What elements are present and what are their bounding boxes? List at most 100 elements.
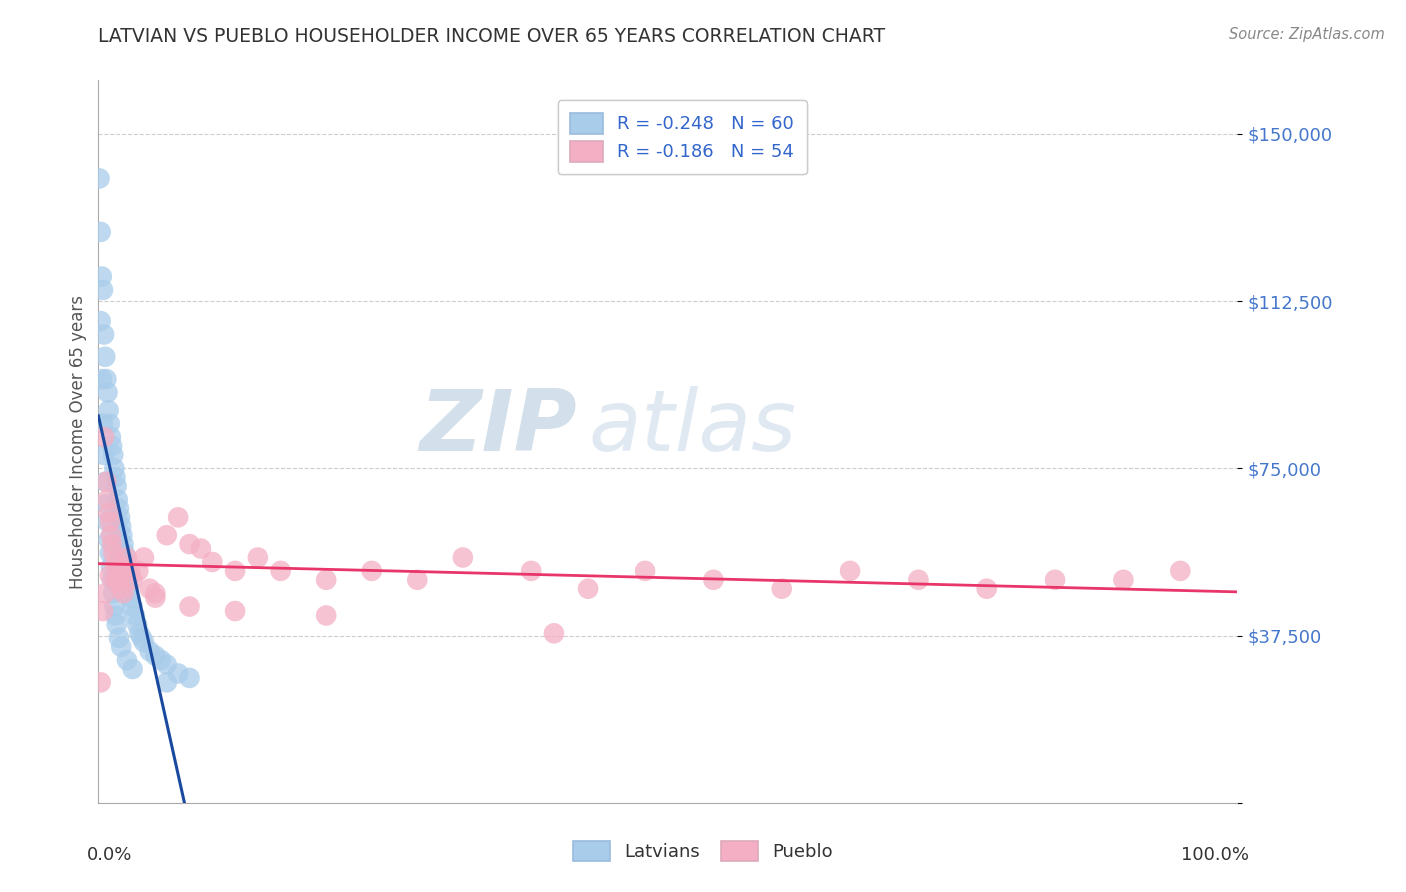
Point [108,501,131,516]
Point [94,475,117,489]
Point [115,550,138,565]
Point [224,604,246,618]
Point [201,555,224,569]
Point [150,653,173,667]
Point [94,350,117,364]
Point [111,528,134,542]
Point [101,573,124,587]
Point [96,385,118,400]
Point [97,506,120,520]
Point [90,269,112,284]
Point [115,559,138,574]
Point [634,564,657,578]
Point [315,573,337,587]
Point [360,564,382,578]
Point [93,430,115,444]
Y-axis label: Householder Income Over 65 years: Householder Income Over 65 years [69,294,87,589]
Point [406,573,429,587]
Point [115,564,138,578]
Point [115,653,138,667]
Point [96,372,118,386]
Point [520,564,543,578]
Point [100,559,122,574]
Point [91,417,114,431]
Point [90,372,112,386]
Point [702,573,724,587]
Point [108,510,131,524]
Point [145,586,167,600]
Point [120,564,142,578]
Point [179,671,201,685]
Point [114,546,136,560]
Point [103,461,125,475]
Point [107,492,129,507]
Point [97,403,120,417]
Point [112,586,135,600]
Point [1170,564,1192,578]
Text: atlas: atlas [588,385,796,468]
Point [315,608,337,623]
Point [121,662,143,676]
Point [91,283,114,297]
Point [118,582,141,596]
Point [145,648,167,663]
Point [94,586,117,600]
Point [246,550,269,565]
Point [576,582,599,596]
Point [770,582,793,596]
Point [98,568,121,582]
Point [138,582,160,596]
Point [114,555,136,569]
Point [103,546,125,560]
Point [1043,573,1066,587]
Point [105,564,128,578]
Point [117,573,139,587]
Legend: Latvians, Pueblo: Latvians, Pueblo [561,828,845,874]
Point [93,327,115,342]
Point [451,550,474,565]
Point [91,604,114,618]
Point [121,573,143,587]
Point [270,564,292,578]
Text: 100.0%: 100.0% [1181,847,1249,864]
Point [190,541,212,556]
Point [543,626,565,640]
Point [156,657,179,672]
Point [108,631,131,645]
Point [100,528,122,542]
Point [90,225,112,239]
Point [138,644,160,658]
Text: 0.0%: 0.0% [87,847,132,864]
Point [98,515,121,529]
Point [1112,573,1135,587]
Point [976,582,998,596]
Point [132,550,155,565]
Point [103,448,125,462]
Point [110,582,132,596]
Point [100,430,122,444]
Point [96,475,118,489]
Point [90,314,112,328]
Point [110,640,132,654]
Point [93,448,115,462]
Point [104,555,127,569]
Text: LATVIAN VS PUEBLO HOUSEHOLDER INCOME OVER 65 YEARS CORRELATION CHART: LATVIAN VS PUEBLO HOUSEHOLDER INCOME OVE… [98,27,886,45]
Point [132,635,155,649]
Point [104,573,127,587]
Point [103,586,125,600]
Point [179,599,201,614]
Point [103,599,125,614]
Text: ZIP: ZIP [419,385,576,468]
Point [167,510,190,524]
Point [128,626,150,640]
Point [101,439,124,453]
Point [167,666,190,681]
Point [145,591,167,605]
Point [105,479,128,493]
Point [131,631,153,645]
Legend: R = -0.248   N = 60, R = -0.186   N = 54: R = -0.248 N = 60, R = -0.186 N = 54 [558,100,807,174]
Point [839,564,862,578]
Point [96,492,118,507]
Point [156,528,179,542]
Point [96,497,118,511]
